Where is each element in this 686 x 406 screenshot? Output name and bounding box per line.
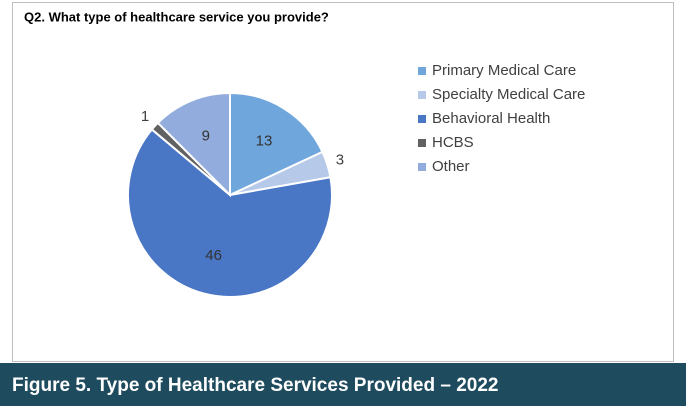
legend-label: Primary Medical Care [432, 62, 576, 79]
data-label: 9 [202, 128, 210, 145]
legend-swatch [418, 115, 426, 123]
data-label: 1 [141, 108, 149, 125]
legend-label: Behavioral Health [432, 110, 550, 127]
chart-title: Q2. What type of healthcare service you … [24, 9, 329, 24]
pie-slice [156, 91, 231, 198]
legend-label: Specialty Medical Care [432, 86, 585, 103]
data-label: 13 [256, 133, 273, 150]
pie-slice [229, 91, 324, 197]
data-label: 3 [336, 151, 344, 168]
legend-swatch [418, 91, 426, 99]
legend-swatch [418, 67, 426, 75]
data-label: 46 [205, 247, 222, 264]
legend-swatch [418, 163, 426, 171]
legend-label: HCBS [432, 134, 474, 151]
legend-swatch [418, 139, 426, 147]
legend-label: Other [432, 158, 470, 175]
caption: Figure 5. Type of Healthcare Services Pr… [12, 375, 498, 396]
caption-band [0, 363, 686, 406]
pie-slice [127, 128, 333, 298]
chart-frame [12, 2, 674, 362]
